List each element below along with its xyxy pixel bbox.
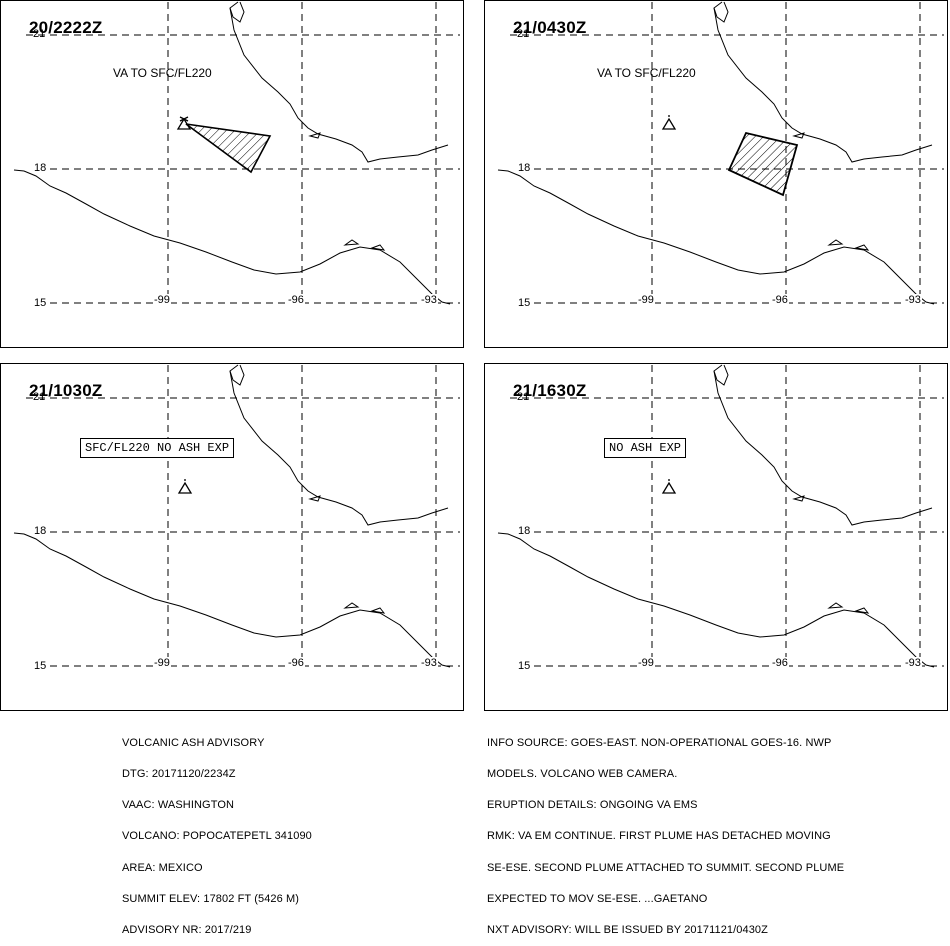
info-source-line-2: MODELS. VOLCANO WEB CAMERA. [487, 768, 678, 781]
map-canvas [484, 363, 948, 711]
lon-label-99: -99 [153, 294, 171, 306]
ash-height-label: VA TO SFC/FL220 [597, 66, 696, 80]
lon-label-99: -99 [637, 657, 655, 669]
lat-label-18: 18 [33, 525, 48, 537]
graticule [510, 365, 944, 667]
forecast-time: 21/0430Z [513, 18, 587, 37]
lon-label-99: -99 [637, 294, 655, 306]
remarks-line-3: EXPECTED TO MOV SE-ESE. ...GAETANO [487, 892, 708, 905]
lon-label-93: -93 [904, 657, 922, 669]
map-canvas [0, 363, 464, 711]
remarks-line-2: SE-ESE. SECOND PLUME ATTACHED TO SUMMIT.… [487, 861, 845, 874]
panel-border [0, 363, 464, 711]
graticule [510, 2, 944, 304]
map-panel-3: 21/1030Z 21 18 15 -99 -96 -93 SFC/FL220 … [0, 363, 464, 711]
map-panel-1: 20/2222Z 21 18 15 -99 -96 -93 VA TO SFC/… [0, 0, 464, 348]
lat-label-21: 21 [33, 28, 46, 40]
lon-label-96: -96 [771, 294, 789, 306]
forecast-time: 20/2222Z [29, 18, 103, 37]
panel-border [484, 0, 948, 348]
advisory-volcano: VOLCANO: POPOCATEPETL 341090 [122, 830, 312, 843]
advisory-number: ADVISORY NR: 2017/219 [122, 924, 252, 937]
lat-label-15: 15 [33, 660, 48, 672]
advisory-vaac: VAAC: WASHINGTON [122, 799, 235, 812]
eruption-details: ERUPTION DETAILS: ONGOING VA EMS [487, 799, 698, 812]
advisory-dtg: DTG: 20171120/2234Z [122, 768, 236, 781]
volcano-symbol [176, 116, 192, 130]
coastline [13, 364, 451, 668]
ash-height-label: VA TO SFC/FL220 [113, 66, 212, 80]
coastline [497, 364, 935, 668]
map-canvas [0, 0, 464, 348]
advisory-remarks-block: INFO SOURCE: GOES-EAST. NON-OPERATIONAL … [487, 717, 844, 946]
lon-label-96: -96 [287, 657, 305, 669]
coastline [13, 1, 451, 305]
lat-label-15: 15 [517, 660, 532, 672]
lon-label-96: -96 [771, 657, 789, 669]
map-panel-2: 21/0430Z 21 18 15 -99 -96 -93 VA TO SFC/… [484, 0, 948, 348]
advisory-title: VOLCANIC ASH ADVISORY [122, 736, 265, 749]
lat-label-21: 21 [33, 391, 46, 403]
volcano-symbol [661, 479, 677, 494]
ash-plume-polygon [185, 123, 272, 174]
lat-label-15: 15 [517, 297, 532, 309]
forecast-time: 21/1630Z [513, 381, 587, 400]
ash-plume-polygon [727, 131, 799, 197]
next-advisory: NXT ADVISORY: WILL BE ISSUED BY 20171121… [487, 924, 768, 937]
ash-status-box: NO ASH EXP [604, 438, 687, 458]
lat-label-18: 18 [517, 525, 532, 537]
lat-label-18: 18 [517, 162, 532, 174]
panel-border [0, 0, 464, 348]
coastline [497, 1, 935, 305]
graticule [26, 365, 460, 667]
lon-label-93: -93 [420, 657, 438, 669]
advisory-header-block: VOLCANIC ASH ADVISORY DTG: 20171120/2234… [122, 717, 312, 946]
volcano-symbol [661, 115, 677, 130]
lat-label-15: 15 [33, 297, 48, 309]
lon-label-99: -99 [153, 657, 171, 669]
ash-status-box: SFC/FL220 NO ASH EXP [80, 438, 235, 458]
lat-label-21: 21 [517, 391, 530, 403]
forecast-time: 21/1030Z [29, 381, 103, 400]
lat-label-21: 21 [517, 28, 530, 40]
remarks-line-1: RMK: VA EM CONTINUE. FIRST PLUME HAS DET… [487, 830, 831, 843]
lon-label-96: -96 [287, 294, 305, 306]
panel-border [484, 363, 948, 711]
advisory-summit-elev: SUMMIT ELEV: 17802 FT (5426 M) [122, 892, 300, 905]
info-source-line-1: INFO SOURCE: GOES-EAST. NON-OPERATIONAL … [487, 736, 832, 749]
advisory-area: AREA: MEXICO [122, 861, 203, 874]
lat-label-18: 18 [33, 162, 48, 174]
lon-label-93: -93 [420, 294, 438, 306]
map-canvas [484, 0, 948, 348]
graticule [26, 2, 460, 304]
volcano-symbol [177, 479, 193, 494]
lon-label-93: -93 [904, 294, 922, 306]
map-panel-4: 21/1630Z 21 18 15 -99 -96 -93 NO ASH EXP [484, 363, 948, 711]
